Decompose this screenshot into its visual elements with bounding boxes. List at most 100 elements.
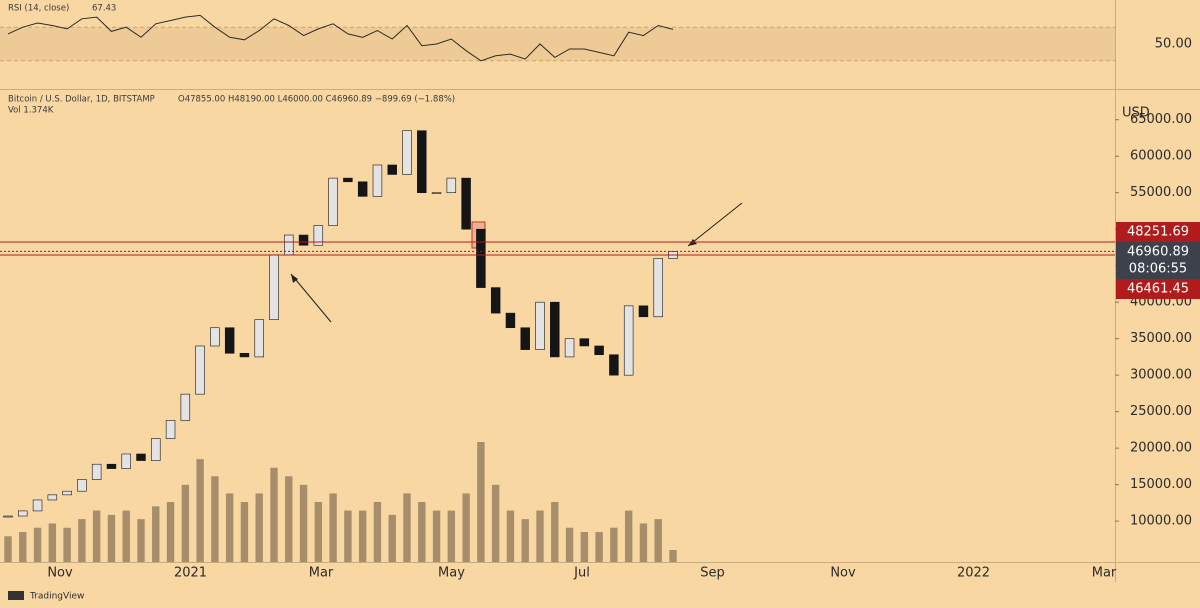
volume-bar (240, 502, 249, 562)
volume-bar (211, 476, 219, 562)
volume-bar (491, 484, 500, 562)
candle (136, 453, 146, 461)
volume-bar (255, 493, 263, 562)
candle (579, 338, 590, 347)
x-tick-label: Jul (573, 566, 590, 581)
candle (91, 463, 102, 480)
logo-icon (8, 591, 24, 600)
x-tick-label: Mar (1092, 566, 1117, 581)
volume-bar (565, 527, 574, 562)
candle (535, 301, 545, 350)
volume-bar (329, 493, 337, 562)
rsi-value: 67.43 (92, 4, 116, 14)
arrow (687, 202, 743, 247)
candle (564, 338, 575, 358)
arrow (290, 273, 332, 323)
candle (298, 234, 309, 246)
volume-bar (536, 510, 544, 562)
y-tick-label: 25000.00 (1130, 404, 1192, 419)
rsi-line (7, 14, 674, 62)
volume-bar (33, 527, 42, 562)
volume-bar (447, 510, 456, 562)
candle (609, 354, 619, 376)
candle (18, 510, 28, 517)
volume-bar (196, 459, 204, 562)
y-tick-label: 15000.00 (1130, 477, 1192, 492)
candle (343, 177, 353, 183)
currency: USD (1122, 106, 1150, 121)
volume-bar (48, 523, 57, 562)
volume-label: Vol 1.374K (8, 106, 54, 116)
candle (623, 305, 634, 376)
price-label-box (1116, 279, 1200, 299)
volume-bar (462, 493, 470, 562)
candle (269, 254, 279, 321)
arrowhead (688, 239, 697, 246)
x-tick-label: 2021 (174, 566, 207, 581)
candle (550, 301, 560, 358)
volume-bar (122, 510, 130, 562)
candle (417, 130, 427, 194)
volume-bar (137, 519, 145, 562)
y-tick-label: 60000.00 (1130, 149, 1192, 164)
candle (520, 327, 530, 350)
volume-bar (152, 506, 160, 562)
candle (165, 420, 176, 439)
volume-bar (551, 502, 559, 562)
candle (431, 192, 442, 195)
volume-bar (639, 523, 648, 562)
candle (180, 393, 191, 421)
candle (638, 305, 649, 318)
x-tick-label: 2022 (957, 566, 990, 581)
rsi-tick-label: 50.00 (1155, 37, 1192, 52)
candle (3, 515, 13, 518)
x-tick-label: May (438, 566, 465, 581)
candle (313, 225, 324, 246)
x-tick-label: Nov (830, 566, 856, 581)
candle (476, 228, 486, 288)
volume-bar (403, 493, 411, 562)
volume-bar (506, 510, 515, 562)
candle (328, 177, 338, 226)
candle (47, 494, 58, 501)
volume-bar (477, 442, 485, 562)
volume-bar (314, 502, 323, 562)
volume-bar (388, 514, 396, 562)
volume-bar (299, 484, 308, 562)
volume-bar (373, 502, 382, 562)
y-tick-label: 55000.00 (1130, 185, 1192, 200)
candle (151, 438, 161, 461)
candle (224, 327, 235, 354)
y-tick-label: 65000.00 (1130, 112, 1192, 127)
candle (446, 177, 457, 194)
volume-bar (63, 527, 71, 562)
price-label: 48251.69 (1127, 225, 1189, 240)
volume-bar (225, 493, 234, 562)
volume-bar (654, 519, 662, 562)
volume-bar (92, 510, 101, 562)
candle (210, 327, 220, 347)
x-tick-label: Nov (47, 566, 73, 581)
volume-bar (432, 510, 441, 562)
volume-bar (4, 536, 12, 562)
volume-bar (285, 476, 293, 562)
volume-bar (669, 550, 677, 562)
price-label: 46461.45 (1127, 282, 1189, 297)
price-label-box (1116, 242, 1200, 280)
countdown: 08:06:55 (1129, 262, 1187, 277)
y-tick-label: 20000.00 (1130, 441, 1192, 456)
candle (357, 181, 368, 197)
price-label-box (1116, 222, 1200, 242)
candle (461, 177, 471, 230)
volume-bar (19, 532, 27, 562)
volume-bar (166, 502, 175, 562)
candle (653, 258, 663, 318)
candle (594, 345, 604, 356)
volume-bar (418, 502, 426, 562)
candle (239, 352, 250, 358)
volume-bar (270, 467, 278, 562)
y-tick-label: 30000.00 (1130, 368, 1192, 383)
